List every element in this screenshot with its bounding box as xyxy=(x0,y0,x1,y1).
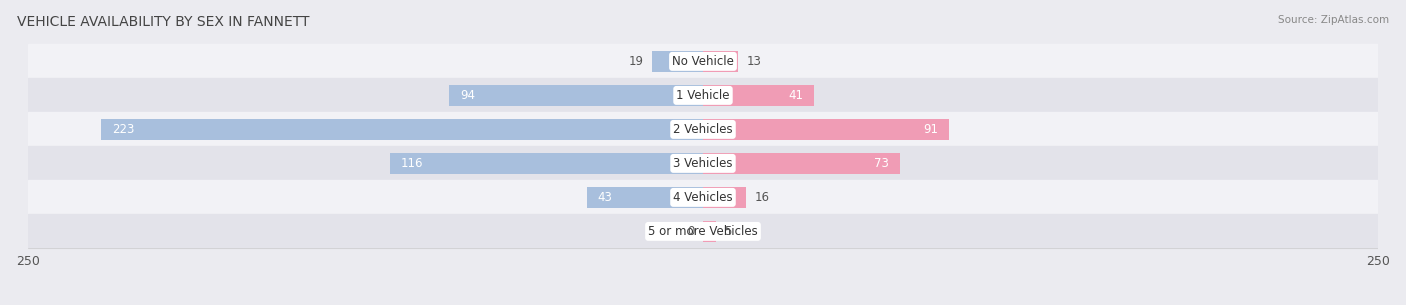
Bar xyxy=(703,119,949,140)
Text: 3 Vehicles: 3 Vehicles xyxy=(673,157,733,170)
Bar xyxy=(28,214,1378,248)
Bar xyxy=(652,51,703,72)
Text: 116: 116 xyxy=(401,157,423,170)
Text: 223: 223 xyxy=(112,123,134,136)
Text: 73: 73 xyxy=(875,157,889,170)
Text: 19: 19 xyxy=(628,55,644,68)
Bar xyxy=(28,45,1378,78)
Text: 5: 5 xyxy=(724,225,733,238)
Bar xyxy=(586,187,703,208)
Bar xyxy=(101,119,703,140)
Text: 4 Vehicles: 4 Vehicles xyxy=(673,191,733,204)
Text: 1 Vehicle: 1 Vehicle xyxy=(676,89,730,102)
Bar xyxy=(703,51,738,72)
Bar xyxy=(703,187,747,208)
Text: 41: 41 xyxy=(787,89,803,102)
Text: Source: ZipAtlas.com: Source: ZipAtlas.com xyxy=(1278,15,1389,25)
Bar xyxy=(450,85,703,106)
Text: No Vehicle: No Vehicle xyxy=(672,55,734,68)
Text: 91: 91 xyxy=(922,123,938,136)
Text: 2 Vehicles: 2 Vehicles xyxy=(673,123,733,136)
Bar xyxy=(28,146,1378,180)
Text: 16: 16 xyxy=(754,191,769,204)
Text: VEHICLE AVAILABILITY BY SEX IN FANNETT: VEHICLE AVAILABILITY BY SEX IN FANNETT xyxy=(17,15,309,29)
Bar xyxy=(703,221,717,242)
Bar xyxy=(389,153,703,174)
Text: 43: 43 xyxy=(598,191,613,204)
Bar xyxy=(28,180,1378,214)
Bar xyxy=(28,78,1378,113)
Text: 94: 94 xyxy=(460,89,475,102)
Text: 13: 13 xyxy=(747,55,761,68)
Text: 5 or more Vehicles: 5 or more Vehicles xyxy=(648,225,758,238)
Bar xyxy=(703,85,814,106)
Text: 0: 0 xyxy=(688,225,695,238)
Bar xyxy=(28,113,1378,146)
Bar xyxy=(703,153,900,174)
